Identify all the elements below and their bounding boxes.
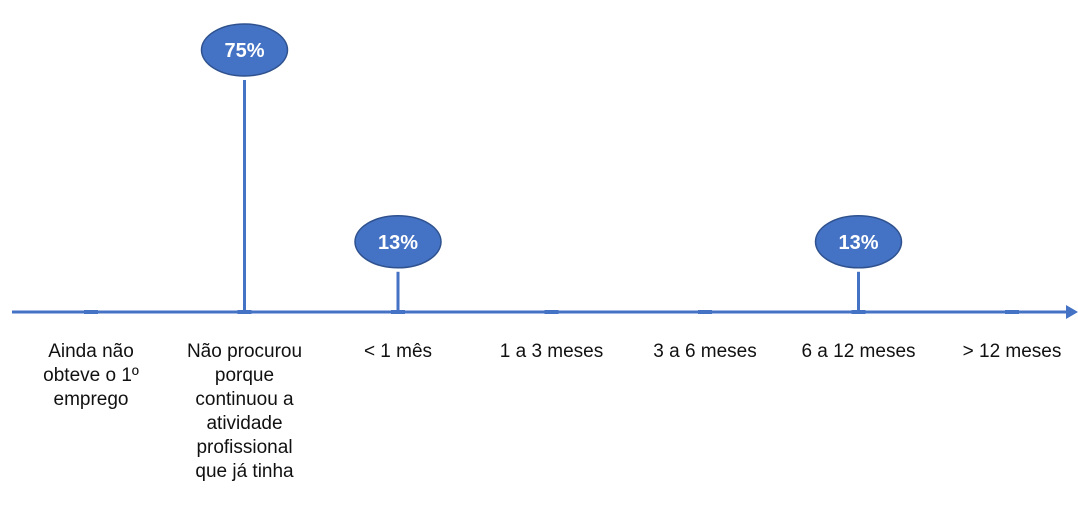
category-label-line: que já tinha xyxy=(195,461,294,482)
category-label-line: Ainda não xyxy=(48,341,134,362)
data-label-text: 75% xyxy=(224,40,264,62)
category-label: 3 a 6 meses xyxy=(653,341,757,362)
category-label-line: 1 a 3 meses xyxy=(500,341,604,362)
category-label: Ainda não obteve o 1º emprego xyxy=(43,341,139,410)
data-label-text: 13% xyxy=(838,232,878,254)
category-label: 1 a 3 meses xyxy=(500,341,604,362)
category-label: > 12 meses xyxy=(963,341,1062,362)
category-label-line: < 1 mês xyxy=(364,341,432,362)
category-label-line: 6 a 12 meses xyxy=(801,341,915,362)
bubble-shape xyxy=(814,215,903,269)
bubble-shape xyxy=(200,23,289,77)
category-label-line: > 12 meses xyxy=(963,341,1062,362)
data-label-text: 13% xyxy=(378,232,418,254)
category-label-line: profissional xyxy=(196,437,292,458)
x-axis-arrow-icon xyxy=(1066,305,1078,319)
category-label-line: Não procurou xyxy=(187,341,302,362)
stems-layer xyxy=(243,80,860,312)
category-label: 6 a 12 meses xyxy=(801,341,915,362)
bubble-shape xyxy=(354,215,442,269)
category-label-line: 3 a 6 meses xyxy=(653,341,757,362)
category-label-line: obteve o 1º xyxy=(43,365,139,386)
category-label: Não procurou porque continuou a atividade pr… xyxy=(187,341,302,482)
category-label-line: emprego xyxy=(54,389,129,410)
category-label-line: atividade xyxy=(206,413,282,434)
category-label-line: continuou a xyxy=(195,389,294,410)
data-labels-layer: 75% 13% 13% xyxy=(200,23,903,269)
category-label-line: porque xyxy=(215,365,274,386)
data-label-bubble: 13% xyxy=(814,215,903,269)
data-label-bubble: 75% xyxy=(200,23,289,77)
x-axis xyxy=(12,305,1078,319)
data-label-bubble: 13% xyxy=(354,215,442,269)
category-label: < 1 mês xyxy=(364,341,432,362)
category-labels-layer: Ainda não obteve o 1º emprego Não procurou p… xyxy=(43,341,1061,482)
